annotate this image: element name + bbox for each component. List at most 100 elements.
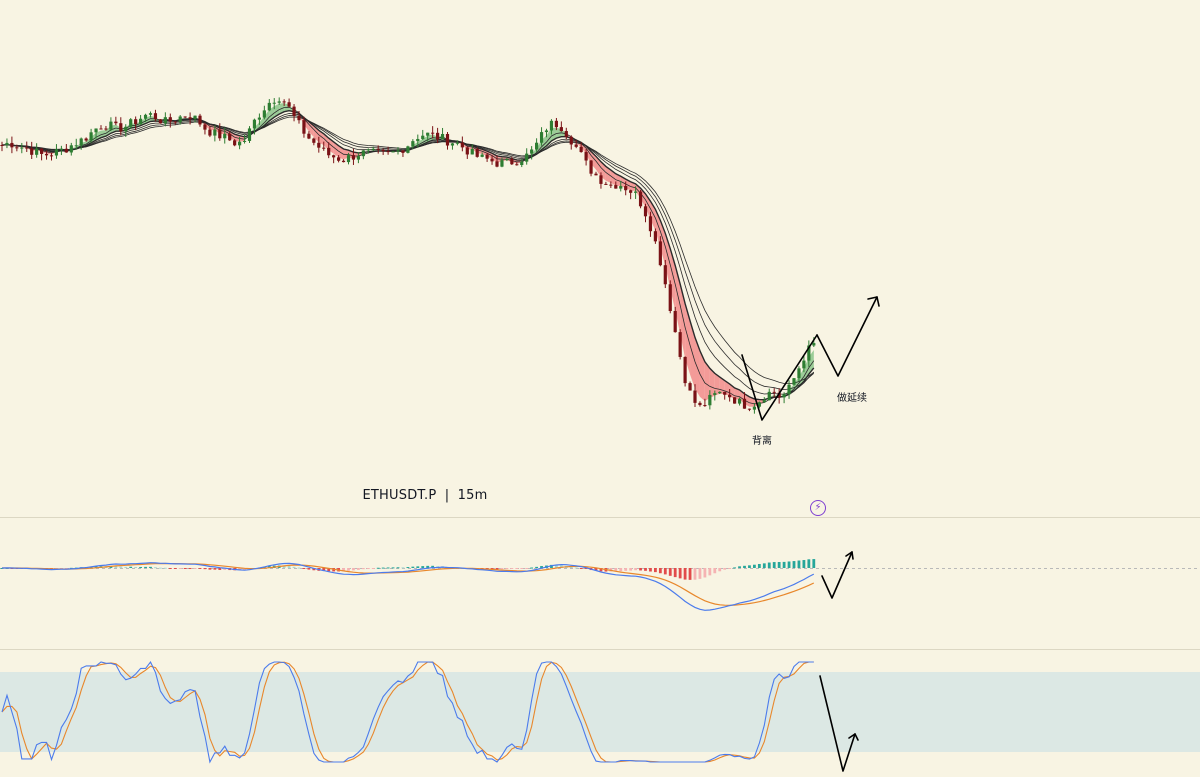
candle-body bbox=[208, 129, 212, 136]
candle-body bbox=[267, 102, 271, 111]
macd-histogram-bar bbox=[401, 567, 405, 569]
ribbon-segment bbox=[704, 361, 710, 402]
candle-body bbox=[114, 121, 118, 124]
candle-body bbox=[238, 141, 242, 146]
candle-body bbox=[391, 151, 395, 153]
macd-line bbox=[1, 562, 815, 611]
macd-histogram-bar bbox=[807, 559, 811, 568]
macd-histogram-bar bbox=[173, 568, 177, 569]
macd-signal-line bbox=[2, 562, 815, 606]
lightning-bolt-icon[interactable]: ⚡ bbox=[810, 500, 826, 516]
candle-body bbox=[401, 150, 405, 153]
candle-body bbox=[564, 131, 568, 137]
candle-body bbox=[688, 383, 692, 391]
macd-histogram-bar bbox=[431, 565, 435, 568]
candle-body bbox=[609, 184, 613, 186]
stoch-projection-drawing[interactable] bbox=[819, 675, 856, 772]
macd-histogram-bar bbox=[376, 567, 380, 569]
macd-histogram-bar bbox=[94, 566, 98, 568]
macd-histogram-bar bbox=[391, 567, 395, 569]
macd-histogram-bar bbox=[540, 566, 543, 568]
candle-body bbox=[322, 147, 326, 149]
candle-body bbox=[376, 148, 380, 150]
candle-body bbox=[44, 153, 49, 156]
candles-layer bbox=[0, 97, 816, 414]
candle-body bbox=[624, 186, 628, 191]
macd-histogram-bar bbox=[693, 568, 697, 580]
candle-body bbox=[579, 146, 583, 153]
timeframe-text: 15m bbox=[457, 488, 488, 503]
candle-body bbox=[426, 132, 430, 136]
ribbon-segment bbox=[675, 265, 681, 334]
candle-body bbox=[163, 117, 167, 124]
drawing-layer[interactable] bbox=[741, 296, 880, 772]
macd-histogram-bar bbox=[634, 568, 637, 571]
divergence-v-drawing[interactable] bbox=[741, 334, 818, 421]
macd-histogram-bar bbox=[386, 567, 390, 569]
macd-histogram-bar bbox=[416, 566, 420, 568]
candle-body bbox=[634, 191, 638, 193]
macd-histogram-bar bbox=[644, 568, 647, 571]
macd-histogram-bar bbox=[663, 568, 667, 575]
candle-body bbox=[668, 284, 672, 311]
candle-body bbox=[64, 148, 68, 153]
candle-body bbox=[713, 393, 717, 395]
macd-histogram-bar bbox=[772, 562, 776, 568]
macd-histogram-bar bbox=[748, 565, 751, 568]
macd-histogram-bar bbox=[159, 567, 162, 569]
candle-body bbox=[30, 148, 34, 155]
macd-histogram-bar bbox=[688, 568, 692, 580]
macd-histogram-bar bbox=[327, 568, 331, 572]
candle-body bbox=[539, 132, 544, 143]
candle-body bbox=[143, 114, 148, 119]
price-projection-drawing[interactable] bbox=[816, 296, 878, 377]
candle-body bbox=[802, 360, 806, 369]
candle-body bbox=[772, 391, 776, 393]
macd-histogram-bar bbox=[238, 568, 241, 571]
ribbon-segment bbox=[630, 181, 636, 191]
macd-histogram-bar bbox=[708, 568, 712, 576]
candle-body bbox=[49, 155, 54, 157]
candle-body bbox=[797, 368, 801, 379]
candle-body bbox=[233, 140, 237, 146]
candle-body bbox=[148, 113, 153, 115]
candle-body bbox=[737, 398, 742, 404]
macd-histogram-bar bbox=[535, 566, 538, 568]
candle-body bbox=[559, 127, 563, 132]
candle-body bbox=[332, 155, 336, 158]
candle-body bbox=[728, 394, 732, 398]
candle-body bbox=[247, 128, 252, 141]
candle-body bbox=[777, 392, 781, 398]
candle-body bbox=[574, 144, 578, 147]
macd-histogram-bar bbox=[361, 568, 365, 570]
candle-body bbox=[742, 398, 747, 409]
macd-histogram-layer bbox=[0, 559, 816, 580]
macd-histogram-bar bbox=[267, 566, 271, 568]
candle-body bbox=[698, 402, 702, 406]
candle-body bbox=[178, 116, 182, 123]
macd-projection-drawing[interactable] bbox=[821, 551, 853, 599]
candle-body bbox=[525, 153, 529, 162]
candle-body bbox=[94, 128, 98, 133]
ribbon-segment bbox=[670, 248, 676, 311]
macd-histogram-bar bbox=[154, 567, 157, 569]
candle-body bbox=[287, 102, 291, 107]
candle-body bbox=[109, 121, 113, 130]
candle-body bbox=[381, 149, 385, 152]
candle-body bbox=[653, 231, 657, 242]
macd-histogram-bar bbox=[757, 563, 761, 568]
stoch-band bbox=[0, 672, 1200, 752]
candle-body bbox=[500, 160, 504, 167]
candle-body bbox=[619, 186, 623, 189]
candle-body bbox=[421, 135, 425, 139]
macd-histogram-bar bbox=[421, 566, 425, 568]
macd-histogram-bar bbox=[619, 568, 623, 572]
candle-body bbox=[490, 158, 494, 162]
candle-body bbox=[673, 310, 677, 333]
macd-histogram-bar bbox=[352, 568, 355, 571]
macd-histogram-bar bbox=[203, 568, 207, 570]
macd-histogram-bar bbox=[658, 568, 662, 574]
macd-histogram-bar bbox=[782, 561, 786, 568]
macd-histogram-bar bbox=[144, 566, 147, 568]
candle-body bbox=[35, 148, 39, 155]
